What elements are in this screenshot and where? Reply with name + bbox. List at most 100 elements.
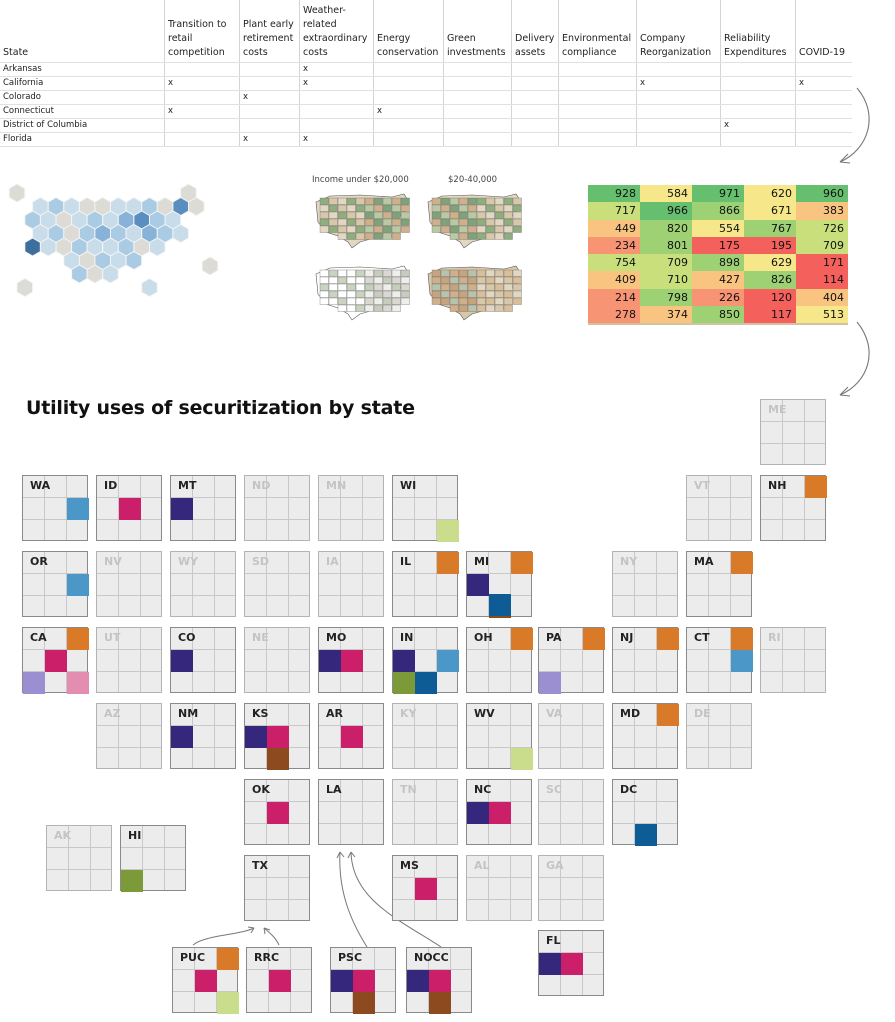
state-tile-in: IN (392, 627, 459, 694)
hex-tile (102, 264, 119, 284)
state-tile-il: IL (392, 551, 459, 617)
category-cell (195, 970, 217, 992)
grid-cell: 798 (640, 288, 692, 306)
category-mark-cell (636, 104, 721, 119)
grid-cell: 449 (588, 219, 640, 237)
category-cell (171, 650, 193, 672)
grid-cell: 234 (588, 236, 640, 254)
securitization-category-table: State Transition to retail competition P… (0, 0, 852, 147)
category-cell (23, 672, 45, 694)
state-tile-az: AZ (96, 703, 162, 769)
category-cell (121, 870, 143, 892)
grid-row: 754 709 898 629 171 (588, 254, 848, 272)
category-mark-cell: x (239, 90, 300, 105)
grid-cell: 554 (692, 219, 744, 237)
grid-cell: 584 (640, 185, 692, 203)
state-abbreviation: ID (104, 479, 118, 492)
grid-cell: 710 (640, 271, 692, 289)
us-map-thumbnail (315, 193, 410, 249)
state-abbreviation: NY (620, 555, 638, 568)
header-plant-retirement: Plant early retirement costs (239, 0, 300, 63)
category-cell (353, 970, 375, 992)
category-cell (67, 498, 89, 520)
state-tile-nd: ND (244, 475, 310, 541)
state-abbreviation: KY (400, 707, 417, 720)
category-cell (437, 520, 459, 542)
category-cell (119, 498, 141, 520)
state-abbreviation: IA (326, 555, 339, 568)
category-cell (539, 953, 561, 975)
state-abbreviation: RI (768, 631, 781, 644)
category-cell (267, 726, 289, 748)
category-mark-cell (558, 90, 637, 105)
category-mark-cell (511, 76, 559, 91)
state-abbreviation: CT (694, 631, 710, 644)
state-abbreviation: MO (326, 631, 347, 644)
hex-tile (188, 196, 205, 217)
category-cell (341, 650, 363, 672)
grid-cell: 820 (640, 219, 692, 237)
state-abbreviation: CA (30, 631, 47, 644)
us-map-thumbnail (427, 265, 522, 321)
category-mark-cell (373, 118, 444, 133)
state-abbreviation: OR (30, 555, 48, 568)
state-tile-wy: WY (170, 551, 236, 617)
category-cell (467, 574, 489, 596)
grid-cell: 120 (744, 288, 796, 306)
state-tile-nm: NM (170, 703, 236, 769)
category-mark-cell (443, 132, 512, 147)
header-covid-19: COVID-19 (795, 0, 852, 63)
state-tile-sc: SC (538, 779, 604, 845)
state-abbreviation: DE (694, 707, 711, 720)
state-abbreviation: NH (768, 479, 787, 492)
category-mark-cell (239, 62, 300, 77)
category-mark-cell (443, 76, 512, 91)
category-mark-cell (443, 118, 512, 133)
state-tile-ok: OK (244, 779, 310, 845)
state-abbreviation: FL (546, 934, 561, 947)
us-map-thumbnail (427, 193, 522, 249)
category-mark-cell (511, 104, 559, 119)
state-tile-psc: PSC (330, 947, 396, 1014)
choropleth-maps-thumbnail: Income under $20,000 $20-40,000 (310, 172, 530, 332)
category-mark-cell (299, 104, 374, 119)
category-mark-cell (443, 104, 512, 119)
category-mark-cell (720, 132, 796, 147)
category-mark-cell (558, 118, 637, 133)
state-abbreviation: HI (128, 829, 142, 842)
state-tile-sd: SD (244, 551, 310, 617)
state-tile-ia: IA (318, 551, 384, 617)
state-abbreviation: RRC (254, 951, 280, 964)
hex-tile (125, 250, 143, 271)
category-cell (341, 726, 363, 748)
grid-cell: 717 (588, 202, 640, 220)
category-cell (635, 824, 657, 846)
state-tile-ms: MS (392, 855, 458, 921)
category-mark-cell (636, 90, 721, 105)
category-cell (539, 672, 561, 694)
grid-cell: 620 (744, 185, 796, 203)
state-tile-nocc: NOCC (406, 947, 472, 1014)
category-cell (467, 802, 489, 824)
table-row: Florida x x (0, 132, 852, 147)
state-abbreviation: OH (474, 631, 493, 644)
hex-tile (39, 237, 57, 257)
category-mark-cell (795, 62, 852, 77)
state-tile-ne: NE (244, 627, 310, 693)
state-tile-la: LA (318, 779, 384, 845)
state-tile-mo: MO (318, 627, 384, 693)
state-abbreviation: KS (252, 707, 269, 720)
header-environmental-compliance: Environmental compliance (558, 0, 637, 63)
state-abbreviation: PA (546, 631, 562, 644)
category-cell (511, 748, 533, 770)
category-cell (731, 552, 753, 574)
header-retail-competition: Transition to retail competition (164, 0, 240, 63)
category-cell (511, 628, 533, 650)
state-tile-ar: AR (318, 703, 384, 769)
state-abbreviation: IN (400, 631, 414, 644)
state-tile-ks: KS (244, 703, 310, 770)
state-abbreviation: WA (30, 479, 51, 492)
category-cell (45, 650, 67, 672)
category-mark-cell (558, 62, 637, 77)
state-tile-fl: FL (538, 930, 604, 996)
